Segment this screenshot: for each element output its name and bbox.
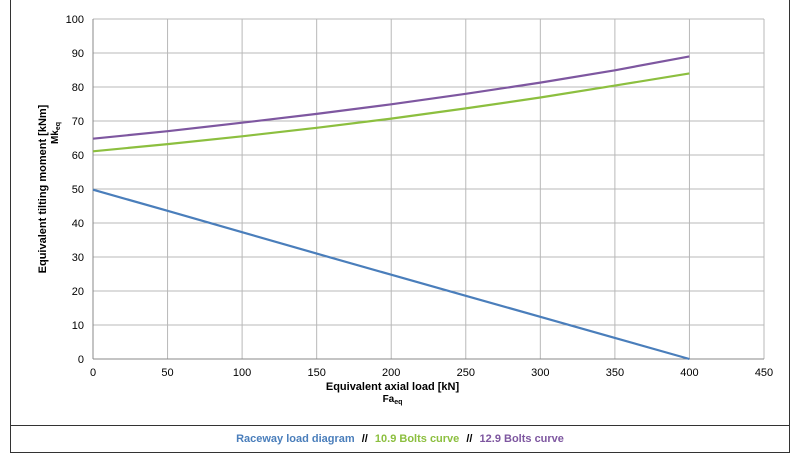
x-axis-title: Equivalent axial load [kN]	[326, 381, 460, 393]
x-tick-label: 450	[755, 367, 773, 379]
y-tick-label: 0	[78, 354, 84, 366]
y-tick-label: 10	[72, 320, 84, 332]
legend-separator: //	[466, 433, 473, 445]
y-tick-label: 40	[72, 218, 84, 230]
y-tick-label: 60	[72, 150, 84, 162]
legend-separator: //	[361, 433, 368, 445]
y-tick-label: 20	[72, 286, 84, 298]
y-tick-label: 100	[66, 14, 84, 26]
series-line-1	[92, 72, 690, 153]
x-axis-subtitle: Faeq	[383, 394, 403, 406]
y-tick-label: 90	[72, 48, 84, 60]
x-tick-label: 200	[382, 367, 400, 379]
x-tick-label: 400	[680, 367, 698, 379]
x-tick-label: 0	[90, 367, 96, 379]
x-tick-label: 50	[161, 367, 173, 379]
y-tick-label: 70	[72, 116, 84, 128]
line-chart: 0 50 100 150 200 250 300 350 400 450 0 10 20 30 40 50 60…	[37, 14, 773, 406]
y-tick-label: 80	[72, 82, 84, 94]
chart-frame: 0 50 100 150 200 250 300 350 400 450 0 10 20 30 40 50 60…	[10, 0, 790, 425]
y-axis-title: Equivalent tilting moment [kNm]	[37, 104, 49, 273]
x-tick-label: 350	[606, 367, 624, 379]
series-line-2	[92, 55, 690, 140]
x-tick-label: 300	[531, 367, 549, 379]
series-line-0	[92, 188, 690, 361]
x-tick-label: 250	[457, 367, 475, 379]
x-tick-label: 100	[233, 367, 251, 379]
legend: Raceway load diagram // 10.9 Bolts curve…	[10, 425, 790, 453]
y-tick-label: 30	[72, 252, 84, 264]
y-axis-subtitle: Mkeq	[50, 122, 62, 144]
legend-item-raceway: Raceway load diagram	[236, 433, 355, 445]
x-tick-label: 150	[307, 367, 325, 379]
legend-item-12-9-bolts: 12.9 Bolts curve	[479, 433, 564, 445]
legend-item-10-9-bolts: 10.9 Bolts curve	[374, 433, 460, 445]
y-tick-label: 50	[72, 184, 84, 196]
